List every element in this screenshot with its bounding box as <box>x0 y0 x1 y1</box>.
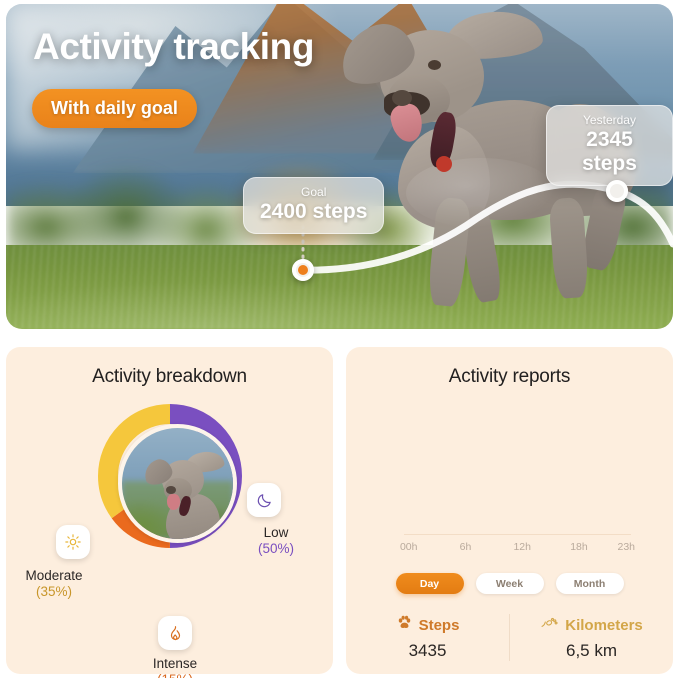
stat-kilometers-label: Kilometers <box>565 616 643 634</box>
yesterday-tooltip-label: Yesterday <box>583 113 636 127</box>
hero-card: Activity tracking With daily goal Goal 2… <box>6 4 673 329</box>
sun-icon <box>56 525 90 559</box>
breakdown-title: Activity breakdown <box>92 366 247 387</box>
range-option-month[interactable]: Month <box>555 573 624 594</box>
summary-stats: Steps 3435 Kilometers <box>346 614 673 661</box>
page-title: Activity tracking <box>33 26 315 67</box>
breakdown-donut-chart: Low (50%) Moderate (35%) Intense (15%) <box>6 388 333 678</box>
stat-steps: Steps 3435 <box>346 614 509 661</box>
legend-low-pct: (50%) <box>258 541 295 556</box>
yesterday-marker-dot <box>606 180 628 202</box>
hourly-activity-bar-chart <box>346 410 673 535</box>
legend-moderate-name: Moderate <box>25 568 83 583</box>
bar-chart-bars <box>404 410 631 535</box>
goal-tooltip-value: 2400 steps <box>260 200 368 223</box>
range-selector[interactable]: Day Week Month <box>346 573 673 594</box>
x-tick-18h: 18h <box>570 541 588 553</box>
legend-low: Low (50%) <box>258 525 294 556</box>
paw-icon <box>396 614 413 636</box>
donut-center-dog-photo <box>118 424 237 543</box>
stat-steps-value: 3435 <box>408 641 447 660</box>
legend-intense-name: Intense <box>152 656 198 671</box>
range-option-week[interactable]: Week <box>475 573 544 594</box>
stat-kilometers: Kilometers 6,5 km <box>509 614 673 661</box>
x-tick-6h: 6h <box>459 541 472 553</box>
moon-icon <box>247 483 281 517</box>
legend-moderate-pct: (35%) <box>35 584 72 599</box>
goal-tooltip: Goal 2400 steps <box>243 177 385 234</box>
range-option-day[interactable]: Day <box>395 573 464 594</box>
x-tick-23h: 23h <box>617 541 636 553</box>
goal-tooltip-label: Goal <box>301 185 327 199</box>
legend-moderate: Moderate (35%) <box>8 568 100 599</box>
donut-segment-moderate <box>98 404 242 548</box>
legend-low-name: Low <box>263 525 289 540</box>
legend-intense-pct: (15%) <box>122 672 228 678</box>
activity-breakdown-card: Activity breakdown <box>6 347 333 678</box>
daily-goal-badge: With daily goal <box>32 89 197 128</box>
reports-title: Activity reports <box>448 366 571 387</box>
goal-marker-dot <box>292 259 314 281</box>
x-tick-12h: 12h <box>513 541 531 553</box>
yesterday-tooltip: Yesterday 2345 steps <box>546 105 673 186</box>
legend-intense: Intense (15%) <box>122 656 228 678</box>
hero-photo <box>6 4 673 329</box>
activity-reports-card: Activity reports 00h 6h 12h 18h 23h Day Week… <box>346 347 673 674</box>
bar-chart-x-axis: 00h 6h 12h 18h 23h <box>400 541 635 557</box>
flame-icon <box>158 616 192 650</box>
stat-steps-label: Steps <box>418 616 460 634</box>
stat-kilometers-value: 6,5 km <box>565 641 618 660</box>
x-tick-00h: 00h <box>399 541 418 553</box>
yesterday-tooltip-value: 2345 steps <box>582 128 637 175</box>
paw-trail-icon <box>540 614 559 636</box>
